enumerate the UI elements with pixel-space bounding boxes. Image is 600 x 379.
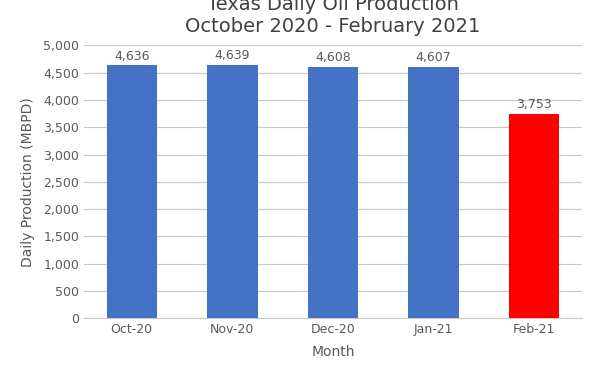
Y-axis label: Daily Production (MBPD): Daily Production (MBPD) — [21, 97, 35, 267]
Text: 4,608: 4,608 — [315, 51, 351, 64]
Bar — [409, 67, 459, 318]
Text: 4,636: 4,636 — [114, 50, 149, 63]
Bar — [207, 65, 257, 318]
Text: 4,607: 4,607 — [416, 51, 451, 64]
Title: Texas Daily Oil Production
October 2020 - February 2021: Texas Daily Oil Production October 2020 … — [185, 0, 481, 36]
X-axis label: Month: Month — [311, 345, 355, 359]
Bar — [509, 114, 559, 318]
Text: 4,639: 4,639 — [215, 49, 250, 63]
Bar — [308, 67, 358, 318]
Text: 3,753: 3,753 — [517, 98, 552, 111]
Bar — [107, 65, 157, 318]
